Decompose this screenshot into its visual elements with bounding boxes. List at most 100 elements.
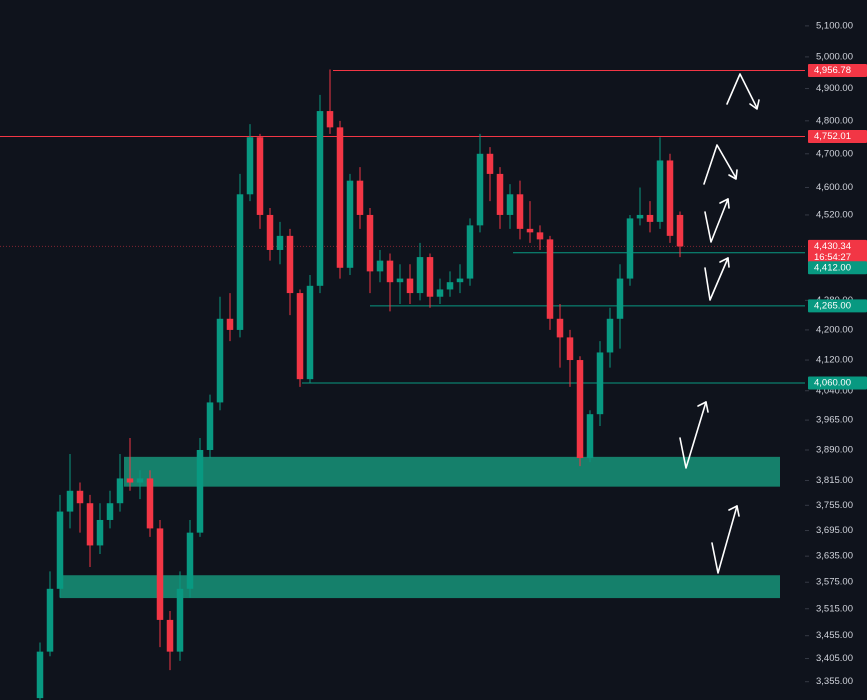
arrow xyxy=(711,505,738,574)
y-tick-label: 4,900.00 xyxy=(816,83,853,94)
candle-body xyxy=(86,503,94,546)
candle-body xyxy=(236,194,244,330)
candle-body xyxy=(416,257,424,294)
candle-body xyxy=(356,180,364,215)
zones xyxy=(60,456,780,599)
candle-body xyxy=(666,160,674,236)
candle-body xyxy=(386,260,394,283)
candle-body xyxy=(406,278,414,294)
candle-body xyxy=(456,278,464,283)
candle-body xyxy=(496,173,504,215)
candle-body xyxy=(196,449,204,533)
candle-body xyxy=(476,153,484,226)
y-tick-label: 4,800.00 xyxy=(816,115,853,126)
y-tick-label: 3,695.00 xyxy=(816,525,853,536)
candle-body xyxy=(226,318,234,330)
arrow xyxy=(704,257,729,301)
candle-body xyxy=(646,214,654,222)
y-tick-label: 4,200.00 xyxy=(816,324,853,335)
y-tick-label: 3,405.00 xyxy=(816,653,853,664)
y-tick-label: 4,700.00 xyxy=(816,148,853,159)
arrow-head xyxy=(719,198,730,209)
candle-body xyxy=(346,180,354,268)
candle-body xyxy=(46,588,54,652)
price-tag xyxy=(808,130,867,144)
y-tick-label: 4,520.00 xyxy=(816,209,853,220)
price-tag-label: 4,265.00 xyxy=(814,300,851,311)
arrow-head xyxy=(728,169,738,180)
candle-body xyxy=(426,257,434,297)
price-tag xyxy=(808,63,867,77)
candle-body xyxy=(206,402,214,450)
candle-body xyxy=(596,352,604,415)
price-tag-label: 4,430.34 xyxy=(814,241,851,252)
countdown: 16:54:27 xyxy=(814,252,851,263)
y-tick-label: 5,100.00 xyxy=(816,20,853,31)
price-axis-labels: 5,100.00 5,000.00 4,900.00 4,800.00 4,700.00… xyxy=(805,20,853,687)
price-tag-label: 4,060.00 xyxy=(814,378,851,389)
candle-body xyxy=(336,127,344,268)
candle-body xyxy=(656,160,664,222)
candle-body xyxy=(76,490,84,504)
candle-body xyxy=(216,318,224,403)
candle-body xyxy=(546,239,554,319)
y-tick-label: 3,815.00 xyxy=(816,475,853,486)
y-tick-label: 3,355.00 xyxy=(816,676,853,687)
candle-body xyxy=(96,519,104,546)
price-tag xyxy=(808,261,867,275)
price-tag xyxy=(808,376,867,390)
candle-body xyxy=(556,318,564,338)
candle-body xyxy=(616,278,624,319)
y-tick-label: 4,040.00 xyxy=(816,385,853,396)
y-tick-label: 3,455.00 xyxy=(816,630,853,641)
arrow xyxy=(703,144,737,185)
arrow-head xyxy=(697,401,709,413)
candle-body xyxy=(366,214,374,272)
candle-body xyxy=(246,137,254,195)
candle-body xyxy=(266,214,274,250)
y-tick-label: 3,965.00 xyxy=(816,415,853,426)
candle-body xyxy=(56,511,64,589)
candle-body xyxy=(316,111,324,286)
candle-body xyxy=(566,337,574,361)
candle-body xyxy=(586,414,594,459)
candle-body xyxy=(526,228,534,233)
candle-body xyxy=(376,260,384,272)
arrow xyxy=(704,198,729,243)
candle-body xyxy=(326,111,334,128)
price-tag-label: 4,956.78 xyxy=(814,65,851,76)
arrow xyxy=(679,401,707,469)
candle-body xyxy=(306,285,314,380)
candle-body xyxy=(126,478,134,483)
candle-body xyxy=(576,360,584,459)
price-tag xyxy=(808,239,867,264)
candle-body xyxy=(136,478,144,483)
candle-body xyxy=(36,651,44,699)
arrow-head xyxy=(719,257,730,268)
candle-body xyxy=(506,194,514,215)
y-tick-label: 3,755.00 xyxy=(816,500,853,511)
candle-body xyxy=(636,214,644,219)
y-tick-label: 3,635.00 xyxy=(816,551,853,562)
candle-body xyxy=(446,282,454,290)
candle-body xyxy=(156,528,164,620)
price-tag xyxy=(808,299,867,313)
candle-body xyxy=(166,619,174,652)
candle-body xyxy=(186,532,194,589)
price-tag-label: 4,412.00 xyxy=(814,262,851,273)
price-lines xyxy=(0,69,805,384)
candle-body xyxy=(106,503,114,520)
y-tick-label: 3,515.00 xyxy=(816,603,853,614)
price-tag-label: 4,752.01 xyxy=(814,131,851,142)
candle-body xyxy=(286,235,294,294)
candle-body xyxy=(276,235,284,250)
candle-body xyxy=(396,278,404,283)
y-tick-label: 3,575.00 xyxy=(816,577,853,588)
candle-body xyxy=(676,214,684,247)
y-tick-label: 4,120.00 xyxy=(816,355,853,366)
candle-body xyxy=(516,194,524,229)
support-zone xyxy=(124,456,780,487)
candle-body xyxy=(176,588,184,652)
candle-body xyxy=(66,490,74,512)
